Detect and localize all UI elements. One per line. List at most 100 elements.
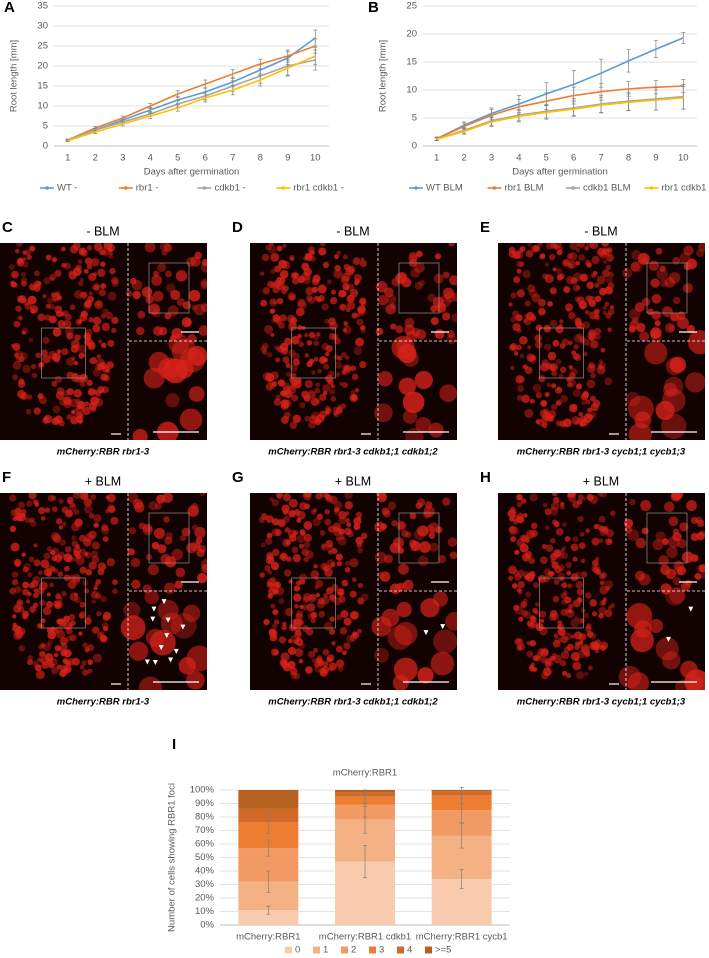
cell [138, 522, 146, 530]
cell [528, 557, 535, 564]
cell [22, 581, 30, 589]
bar-segment [238, 790, 299, 809]
cell [333, 269, 343, 279]
cell [570, 543, 579, 552]
cell [87, 615, 92, 620]
cell [606, 277, 613, 284]
cell [48, 350, 57, 360]
cell [303, 592, 312, 602]
condition-label: - BLM [584, 224, 617, 238]
cell [527, 243, 532, 247]
roi-box [539, 577, 584, 629]
roi-box [539, 327, 584, 379]
cell [33, 499, 39, 505]
cell [676, 566, 687, 576]
cell [517, 569, 525, 577]
cell [21, 280, 27, 287]
cell [61, 521, 67, 527]
x-tick-label: mCherry:RBR1 cdkb1 [319, 932, 411, 943]
cell [29, 517, 35, 523]
cell [514, 605, 524, 615]
cell [28, 337, 34, 343]
cell [69, 398, 79, 408]
cell [341, 369, 347, 375]
cell [10, 281, 17, 288]
cell [437, 555, 447, 564]
cell [623, 518, 634, 529]
cell [559, 576, 565, 582]
cell [64, 389, 71, 397]
cell [51, 555, 58, 562]
legend-label: cdkb1 BLM [583, 183, 631, 194]
cell [85, 568, 93, 576]
cell [53, 652, 59, 658]
cell [178, 657, 196, 675]
cell [551, 383, 557, 389]
cell [339, 303, 346, 311]
cell [326, 544, 334, 553]
cell [14, 350, 24, 359]
caption: mCherry:RBR rbr1-3 cdkb1;1 cdkb1;2 [268, 697, 438, 708]
cell [387, 625, 413, 650]
cell [508, 565, 517, 575]
cell [568, 311, 576, 320]
cell [434, 253, 442, 260]
cell [51, 257, 58, 263]
cell [686, 325, 695, 334]
cell [585, 625, 592, 633]
y-tick-label: 20 [406, 29, 417, 40]
cell [111, 327, 117, 334]
cell [37, 570, 43, 576]
cell [70, 416, 79, 425]
cell [584, 259, 591, 266]
cell [57, 646, 62, 651]
cell [520, 498, 527, 504]
cell [390, 583, 401, 595]
cell [579, 273, 588, 282]
cell [130, 557, 141, 568]
cell [547, 301, 553, 307]
cell [310, 617, 316, 624]
cell [515, 375, 524, 384]
cell [516, 344, 522, 351]
cell [360, 324, 366, 331]
cell [512, 519, 519, 525]
cell [79, 381, 86, 388]
cell [195, 536, 203, 544]
cell [355, 536, 364, 545]
cell [521, 394, 530, 404]
cell [14, 586, 22, 594]
cell [144, 589, 160, 605]
cell [72, 576, 81, 585]
cell [566, 673, 572, 679]
cell [26, 394, 33, 400]
cell [530, 529, 539, 538]
cell [516, 394, 523, 401]
cell [282, 662, 292, 672]
cell [14, 561, 21, 568]
cell [201, 563, 207, 574]
x-tick-label: 4 [148, 153, 153, 164]
cell [84, 504, 93, 514]
cell [402, 409, 418, 424]
cell [648, 260, 660, 271]
cell [108, 247, 113, 253]
cell [342, 327, 348, 333]
cell [415, 502, 423, 509]
cell [82, 669, 89, 676]
cell [92, 368, 101, 377]
cell [299, 604, 304, 610]
x-tick-label: 2 [461, 153, 466, 164]
cell [594, 643, 601, 651]
cell [594, 295, 602, 303]
cell [559, 319, 564, 324]
cell [568, 340, 573, 346]
cell [186, 257, 196, 267]
cell [46, 592, 51, 597]
cell [379, 571, 391, 582]
cell [685, 579, 692, 587]
cell [64, 326, 74, 336]
cell [335, 553, 343, 561]
cell [558, 564, 565, 572]
cell [564, 536, 571, 542]
